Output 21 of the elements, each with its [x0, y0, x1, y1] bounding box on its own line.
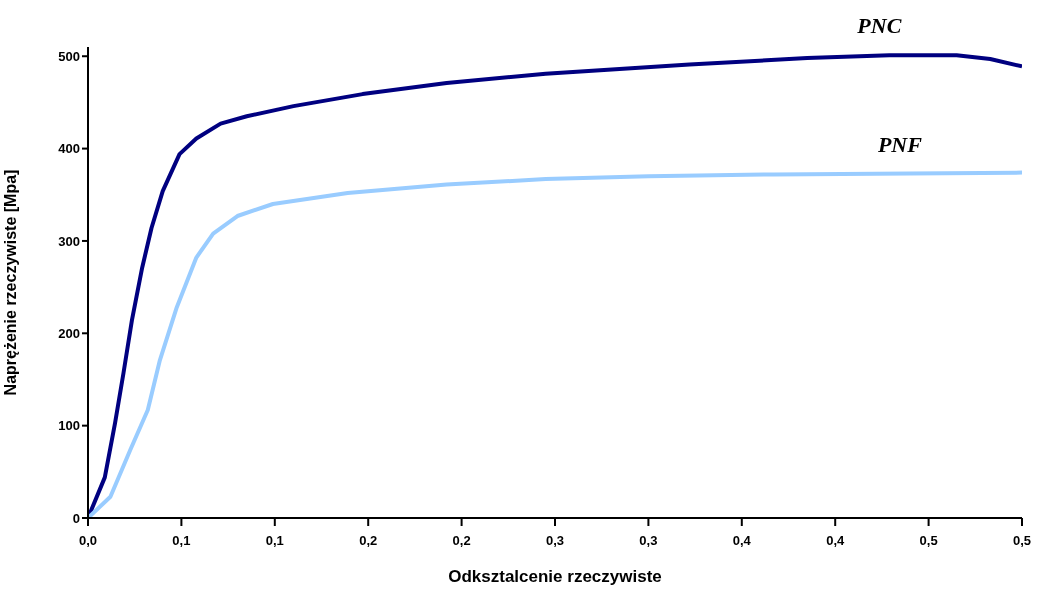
x-tick-label: 0,0	[78, 533, 98, 549]
y-tick-label: 100	[58, 418, 80, 434]
series-label: PNF	[876, 131, 923, 157]
x-axis-title: Odksztalcenie rzeczywiste	[448, 567, 662, 586]
x-tick-label: 0,5	[1012, 533, 1032, 549]
x-tick-label: 0,3	[639, 533, 658, 549]
y-tick-label: 500	[58, 48, 80, 64]
x-tick-label: 0,4	[826, 533, 845, 549]
y-axis-title: Naprężenie rzeczywiste [Mpa]	[1, 169, 19, 396]
x-tick-label: 0,4	[732, 533, 752, 549]
y-tick-label: 400	[58, 141, 80, 157]
y-tick-label: 200	[58, 325, 80, 341]
x-tick-label: 0,5	[919, 533, 938, 549]
y-tick-label: 0	[72, 510, 80, 526]
x-tick-label: 0,2	[452, 533, 471, 549]
x-tick-label: 0,2	[359, 533, 378, 549]
x-tick-label: 0,1	[265, 533, 284, 549]
series-label: PNC	[856, 13, 902, 39]
y-tick-label: 300	[58, 233, 80, 249]
x-tick-label: 0,3	[545, 533, 565, 549]
x-tick-label: 0,1	[172, 533, 191, 549]
